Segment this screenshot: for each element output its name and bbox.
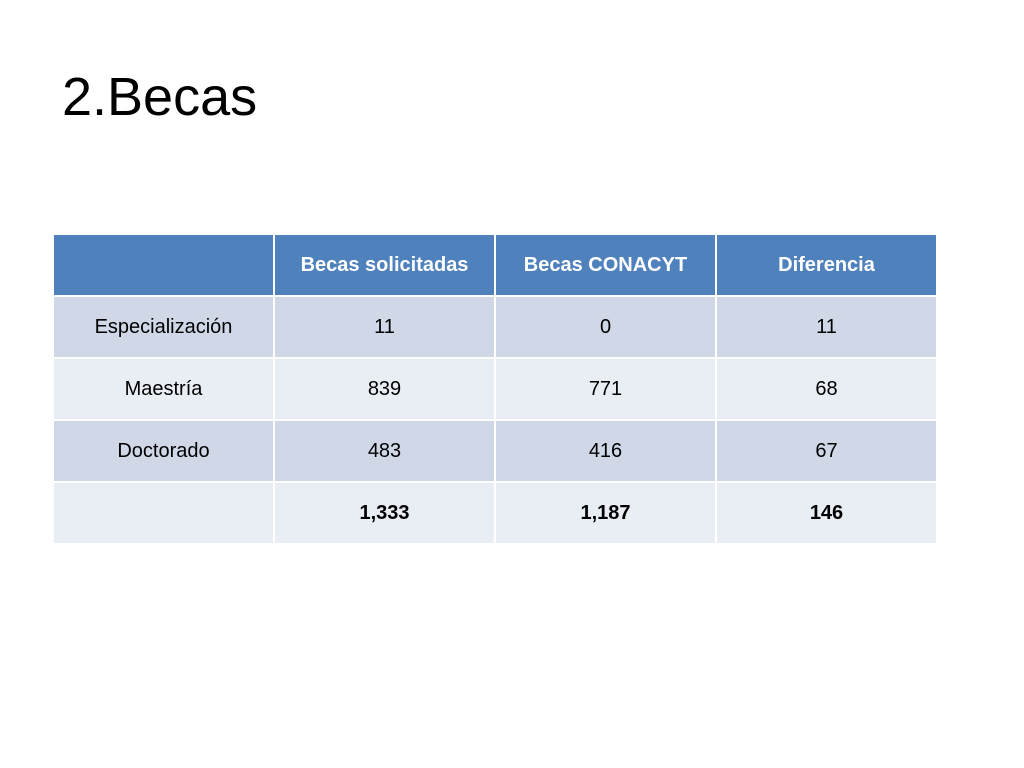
header-cell: Becas CONACYT <box>494 233 717 297</box>
data-table: Becas solicitadas Becas CONACYT Diferenc… <box>52 233 938 545</box>
row-label: Especialización <box>52 295 275 359</box>
total-cell: 1,187 <box>494 481 717 545</box>
table-cell: 416 <box>494 419 717 483</box>
total-cell: 1,333 <box>273 481 496 545</box>
table-cell: 11 <box>273 295 496 359</box>
row-label: Maestría <box>52 357 275 421</box>
table-row: Especialización 11 0 11 <box>52 295 938 359</box>
header-cell <box>52 233 275 297</box>
table-cell: 771 <box>494 357 717 421</box>
table-cell: 68 <box>715 357 938 421</box>
header-row: Becas solicitadas Becas CONACYT Diferenc… <box>52 233 938 297</box>
table-cell: 11 <box>715 295 938 359</box>
header-cell: Becas solicitadas <box>273 233 496 297</box>
row-label: Doctorado <box>52 419 275 483</box>
table-cell: 483 <box>273 419 496 483</box>
header-cell: Diferencia <box>715 233 938 297</box>
table-row: Maestría 839 771 68 <box>52 357 938 421</box>
slide-title: 2.Becas <box>62 67 258 127</box>
table-body: Especialización 11 0 11 Maestría 839 771 68 Doct… <box>52 295 938 545</box>
table-row: Doctorado 483 416 67 <box>52 419 938 483</box>
table-cell: 67 <box>715 419 938 483</box>
table-cell: 0 <box>494 295 717 359</box>
total-cell: 146 <box>715 481 938 545</box>
total-row: 1,333 1,187 146 <box>52 481 938 545</box>
table-cell: 839 <box>273 357 496 421</box>
total-label-cell <box>52 481 275 545</box>
